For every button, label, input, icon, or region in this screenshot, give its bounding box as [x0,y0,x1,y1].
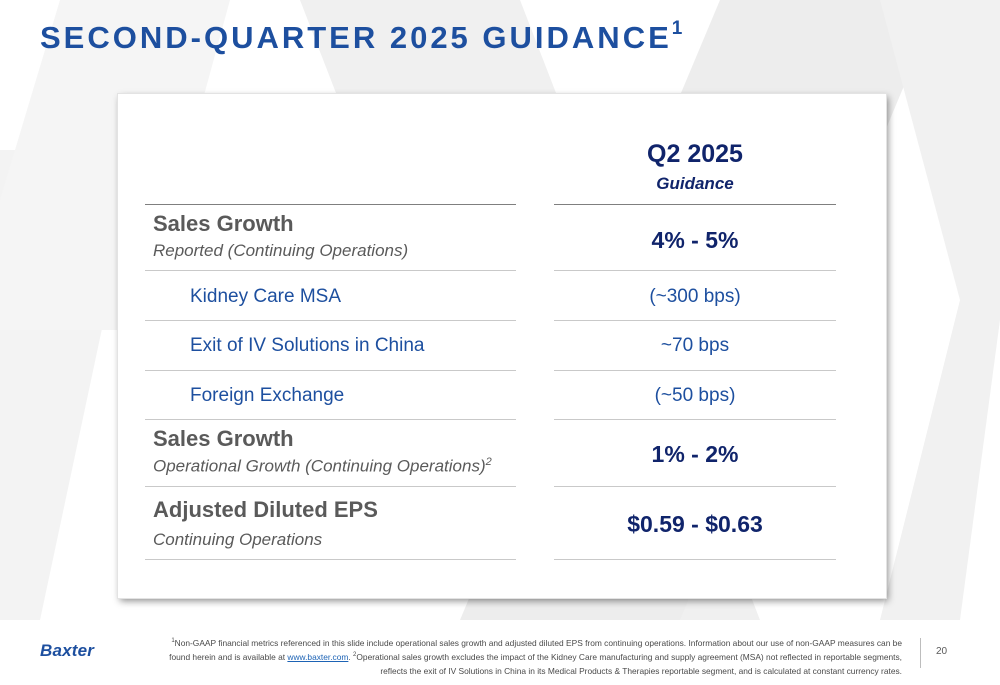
row-kidney-care-msa: Kidney Care MSA [190,286,342,307]
row-sales-growth-reported: Sales Growth Reported (Continuing Operat… [153,211,408,262]
row-value: (~50 bps) [654,385,736,406]
row-label: Sales Growth [153,211,294,236]
footnote: 1Non-GAAP financial metrics referenced i… [169,638,902,676]
row-label: Sales Growth [153,426,294,451]
baxter-logo: Baxter [40,641,95,660]
row-sublabel: Operational Growth (Continuing Operation… [153,456,492,477]
row-divider-right [554,370,836,371]
row-value: 4% - 5% [651,227,739,253]
title-footnote-marker: 1 [671,17,683,39]
header-rule-left [145,204,516,205]
slide-title: SECOND-QUARTER 2025 GUIDANCE1 [40,17,683,55]
column-header: Q2 2025 [647,140,743,168]
row-divider-right [554,419,836,420]
row-value: (~300 bps) [649,286,741,307]
sublabel-footnote-marker: 2 [485,456,492,469]
header-rule-right [554,204,836,205]
row-divider-left [145,419,516,420]
page-number: 20 [936,646,948,657]
row-value: $0.59 - $0.63 [627,511,763,537]
row-exit-iv-solutions-china: Exit of IV Solutions in China [190,335,425,356]
row-divider-left [145,270,516,271]
row-divider-right [554,559,836,560]
column-subheader: Guidance [656,174,734,193]
row-label: Adjusted Diluted EPS [153,497,378,522]
row-value: ~70 bps [660,335,730,356]
row-sublabel: Continuing Operations [153,530,323,550]
row-divider-right [554,270,836,271]
row-divider-left [145,486,516,487]
row-foreign-exchange: Foreign Exchange [190,385,345,406]
row-divider-right [554,320,836,321]
row-divider-left [145,320,516,321]
row-adjusted-diluted-eps: Adjusted Diluted EPS Continuing Operatio… [153,497,378,551]
row-sublabel: Reported (Continuing Operations) [153,241,409,261]
footer-divider [920,638,921,668]
row-divider-left [145,559,516,560]
row-value: 1% - 2% [651,441,739,467]
baxter-website-link[interactable]: www.baxter.com [287,652,349,662]
row-sales-growth-operational: Sales Growth Operational Growth (Continu… [153,426,492,478]
guidance-table-card: Q2 2025 Guidance Sales Growth Reported (… [118,94,886,598]
row-divider-left [145,370,516,371]
row-divider-right [554,486,836,487]
